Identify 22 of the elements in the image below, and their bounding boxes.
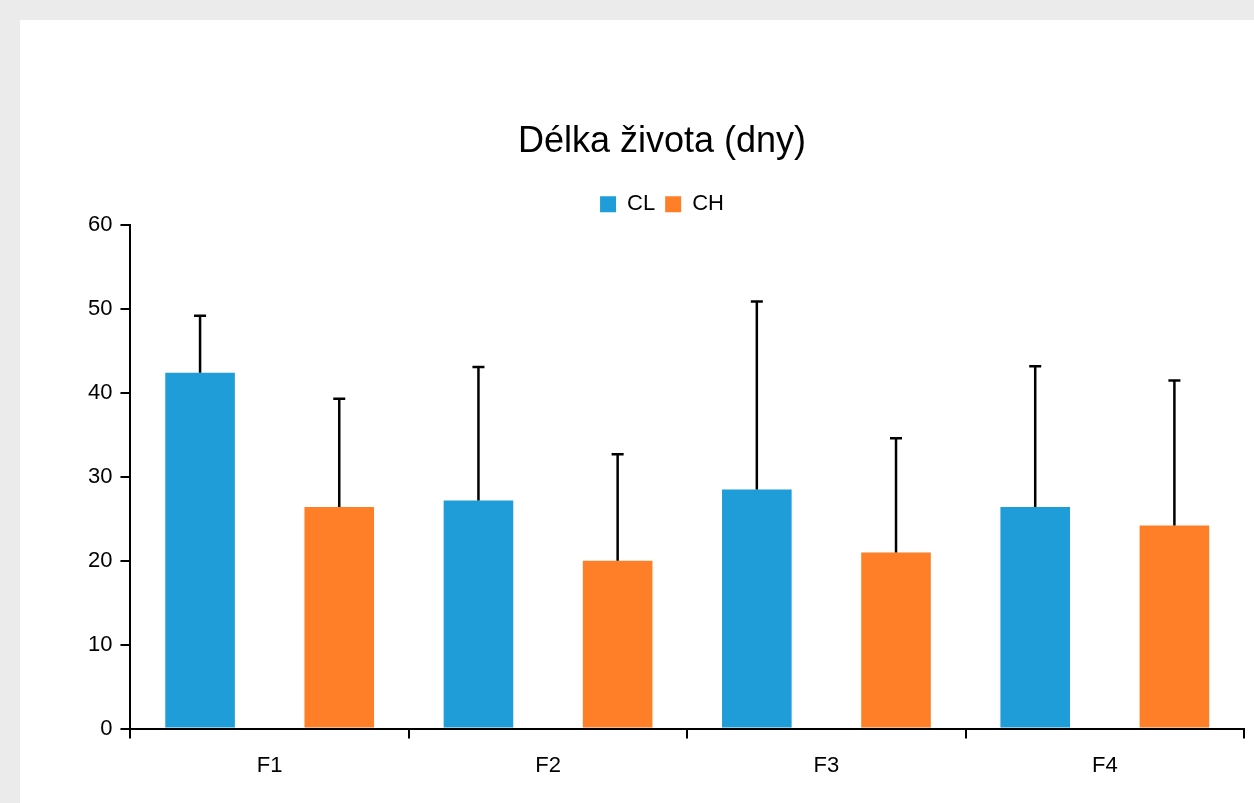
bar bbox=[1000, 507, 1071, 728]
y-tick-label: 40 bbox=[87, 379, 113, 405]
bar bbox=[1139, 525, 1210, 728]
legend-label: CH bbox=[692, 190, 724, 216]
y-tick-label: 50 bbox=[87, 295, 113, 321]
x-tick-label: F1 bbox=[256, 751, 283, 777]
y-tick-label: 60 bbox=[87, 211, 113, 237]
y-tick-label: 20 bbox=[87, 546, 113, 572]
bar bbox=[304, 507, 375, 728]
y-tick-label: 0 bbox=[100, 714, 113, 740]
legend-label: CL bbox=[627, 190, 656, 216]
y-tick-label: 30 bbox=[87, 462, 113, 488]
x-tick-label: F2 bbox=[535, 751, 561, 777]
chart-title: Délka života (dny) bbox=[517, 118, 807, 160]
bar bbox=[722, 489, 792, 728]
x-tick-label: F3 bbox=[813, 751, 840, 777]
y-tick-label: 10 bbox=[87, 630, 113, 656]
bar bbox=[443, 500, 514, 728]
bar bbox=[165, 372, 235, 728]
x-tick-label: F4 bbox=[1091, 751, 1118, 777]
bar bbox=[582, 560, 653, 728]
bar bbox=[861, 552, 931, 728]
